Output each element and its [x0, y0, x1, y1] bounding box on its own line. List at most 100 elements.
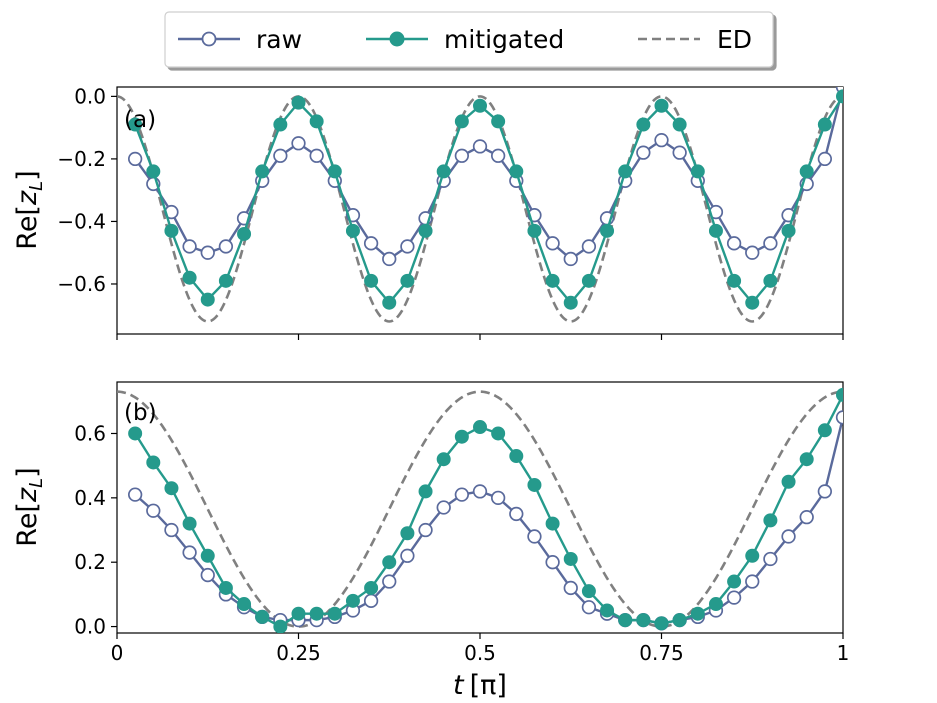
panel-b-mitigated-point — [708, 597, 723, 612]
panel-b-mitigated-point — [672, 613, 687, 628]
x-tick-label: 1 — [837, 641, 850, 665]
panel-b-mitigated-point — [836, 387, 843, 402]
panel-b-label: (b) — [124, 400, 157, 426]
panel-a-raw-point — [581, 239, 597, 254]
panel-b-mitigated-point — [618, 613, 633, 628]
panel-a-raw-point — [563, 251, 578, 267]
panel-b-raw-point — [745, 574, 760, 589]
panel-b-y-axis-title: Re[zL] — [12, 467, 47, 546]
panel-a-mitigated-point — [182, 270, 197, 285]
panel-b-mitigated-point — [600, 603, 615, 618]
panel-a-y-tick-label: 0.0 — [74, 84, 106, 108]
panel-a-mitigated-point — [836, 89, 843, 104]
panel-a-raw-point — [382, 251, 397, 267]
panel-a-raw-point — [291, 136, 306, 151]
panel-b-mitigated-point — [690, 606, 705, 621]
panel-b-mitigated-point — [146, 455, 161, 470]
panel-a-mitigated-point — [763, 273, 778, 288]
panel-a-raw-point — [763, 236, 778, 251]
panel-a-mitigated-point — [581, 273, 596, 288]
panel-a-mitigated-point — [436, 164, 451, 179]
panel-a-mitigated-point — [545, 273, 560, 288]
panel-b-raw-point — [726, 590, 742, 605]
panel-a-mitigated-point — [600, 223, 615, 238]
panel-a-mitigated-point — [327, 164, 342, 179]
panel-a-y-axis-title: Re[zL] — [12, 170, 47, 249]
panel-b-mitigated-series — [128, 387, 843, 633]
panel-a-raw-point — [309, 148, 324, 163]
panel-b-raw-point — [817, 484, 832, 499]
panel-b-mitigated-point — [563, 551, 578, 566]
panel-b-raw-point — [799, 510, 814, 525]
x-tick-label: 0 — [111, 641, 124, 665]
panel-a-raw-point — [472, 139, 488, 154]
panel-a-mitigated-point — [345, 223, 360, 238]
panel-a-mitigated-point — [291, 95, 306, 110]
panel-b-mitigated-point — [654, 616, 669, 631]
panel-b-raw-point — [454, 487, 470, 502]
panel-b-mitigated-point — [436, 452, 451, 467]
legend-entry-mitigated: mitigated — [366, 25, 564, 54]
panel-b-raw-point — [472, 484, 488, 499]
panel-b-raw-point — [200, 567, 215, 583]
panel-b-raw-point — [835, 410, 843, 425]
panel-a-raw-point — [726, 236, 742, 251]
panel-b-mitigated-point — [273, 619, 288, 633]
panel-b-mitigated-point — [817, 423, 832, 438]
panel-a-mitigated-point — [382, 295, 397, 310]
panel-a-raw-point — [218, 239, 234, 254]
panel-a-raw-point — [636, 145, 651, 160]
legend-label-raw: raw — [256, 25, 302, 54]
panel-a-mitigated-point — [527, 223, 542, 238]
panel-a-mitigated-point — [454, 114, 469, 129]
panel-b-mitigated-point — [491, 426, 506, 441]
panel-a-raw-point — [273, 148, 288, 163]
panel-b-mitigated-point — [309, 606, 324, 621]
panel-b-mitigated-point — [473, 420, 487, 435]
panel-b-mitigated-point — [745, 548, 760, 563]
panel-b-raw-point — [509, 506, 524, 522]
legend-label-mitigated: mitigated — [444, 25, 564, 54]
panel-b-mitigated-point — [781, 474, 796, 489]
panel-b-mitigated-point — [799, 452, 814, 467]
panel-a-y-tick-label: −0.4 — [57, 209, 106, 233]
panel-a-raw-point — [745, 245, 760, 260]
panel-a-mitigated-point — [491, 114, 506, 129]
panel-b-ed-line — [117, 390, 843, 628]
panel-b-mitigated-point — [327, 606, 342, 621]
panel-a-mitigated-point — [799, 164, 814, 179]
panel-a-raw-point — [200, 245, 215, 260]
panel-b-mitigated-point — [218, 580, 233, 595]
panel-a-raw-point — [654, 133, 669, 148]
legend-marker-raw — [201, 31, 217, 47]
panel-b-raw-point — [127, 487, 143, 502]
panel-a-raw-point — [127, 151, 143, 167]
panel-a-ed-line — [117, 95, 843, 323]
panel-a-mitigated-point — [200, 292, 215, 307]
panel-a: 0.0 −0.2 −0.4 −0.6 (a) Re[zL] — [12, 84, 844, 340]
panel-b-x-axis: 0 0.25 0.5 0.75 1 — [111, 633, 850, 665]
panel-b-mitigated-point — [581, 584, 596, 599]
panel-b: 0.0 0.2 0.4 0.6 0 0.25 0.5 0.75 1 (b) Re[zL] — [12, 381, 850, 665]
panel-b-mitigated-point — [200, 548, 215, 563]
panel-a-mitigated-point — [563, 295, 578, 310]
panel-b-raw-point — [581, 600, 597, 615]
panel-b-raw-point — [146, 503, 161, 518]
panel-b-raw-point — [563, 580, 578, 596]
panel-a-raw-point — [672, 145, 687, 160]
panel-a-raw-point — [545, 236, 560, 251]
panel-a-mitigated-point — [708, 223, 723, 238]
panel-a-mitigated-point — [727, 273, 742, 288]
x-tick-label: 0.75 — [639, 641, 684, 665]
panel-a-y-tick-label: −0.2 — [57, 147, 106, 171]
panel-a-mitigated-point — [636, 117, 651, 132]
panel-a-mitigated-point — [690, 164, 705, 179]
panel-b-y-axis: 0.0 0.2 0.4 0.6 — [74, 421, 117, 639]
panel-a-mitigated-point — [218, 273, 233, 288]
panel-b-mitigated-point — [418, 484, 433, 499]
panel-a-mitigated-series — [128, 89, 843, 310]
panel-a-mitigated-point — [255, 164, 270, 179]
panel-a-raw-point — [817, 151, 832, 167]
panel-b-mitigated-point — [345, 593, 360, 608]
